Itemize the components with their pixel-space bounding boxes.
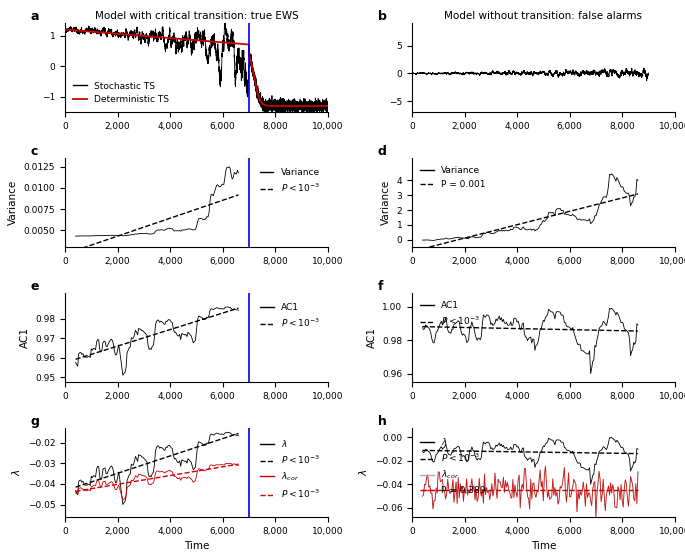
Text: b: b [378, 10, 386, 23]
Text: d: d [378, 145, 386, 158]
Y-axis label: λ: λ [359, 470, 369, 476]
Legend: Stochastic TS, Deterministic TS: Stochastic TS, Deterministic TS [70, 78, 173, 108]
Text: c: c [31, 145, 38, 158]
Legend: $\lambda$, $P < 10^{-3}$, $\lambda_{cor}$, $P < 10^{-3}$: $\lambda$, $P < 10^{-3}$, $\lambda_{cor}… [257, 434, 323, 504]
Title: Model with critical transition: true EWS: Model with critical transition: true EWS [95, 11, 299, 21]
Legend: Variance, $P < 10^{-3}$: Variance, $P < 10^{-3}$ [256, 165, 323, 198]
Text: e: e [31, 280, 40, 292]
Y-axis label: AC1: AC1 [20, 327, 29, 348]
Y-axis label: Variance: Variance [8, 180, 18, 226]
Text: h: h [378, 414, 386, 428]
Y-axis label: AC1: AC1 [366, 327, 377, 348]
Y-axis label: Variance: Variance [381, 180, 391, 226]
Y-axis label: λ: λ [12, 470, 22, 476]
Title: Model without transition: false alarms: Model without transition: false alarms [445, 11, 643, 21]
Legend: Variance, P = 0.001: Variance, P = 0.001 [416, 163, 489, 193]
Legend: $\lambda$, $P < 10^{-3}$, $\lambda_{cor}$, P = 0.389: $\lambda$, $P < 10^{-3}$, $\lambda_{cor}… [416, 433, 489, 499]
X-axis label: Time: Time [184, 541, 209, 551]
Legend: AC1, $P < 10^{-3}$: AC1, $P < 10^{-3}$ [257, 300, 323, 333]
Text: f: f [378, 280, 384, 292]
Text: a: a [31, 10, 40, 23]
Text: g: g [31, 414, 40, 428]
Legend: AC1, $P < 10^{-3}$: AC1, $P < 10^{-3}$ [416, 298, 483, 331]
X-axis label: Time: Time [531, 541, 556, 551]
